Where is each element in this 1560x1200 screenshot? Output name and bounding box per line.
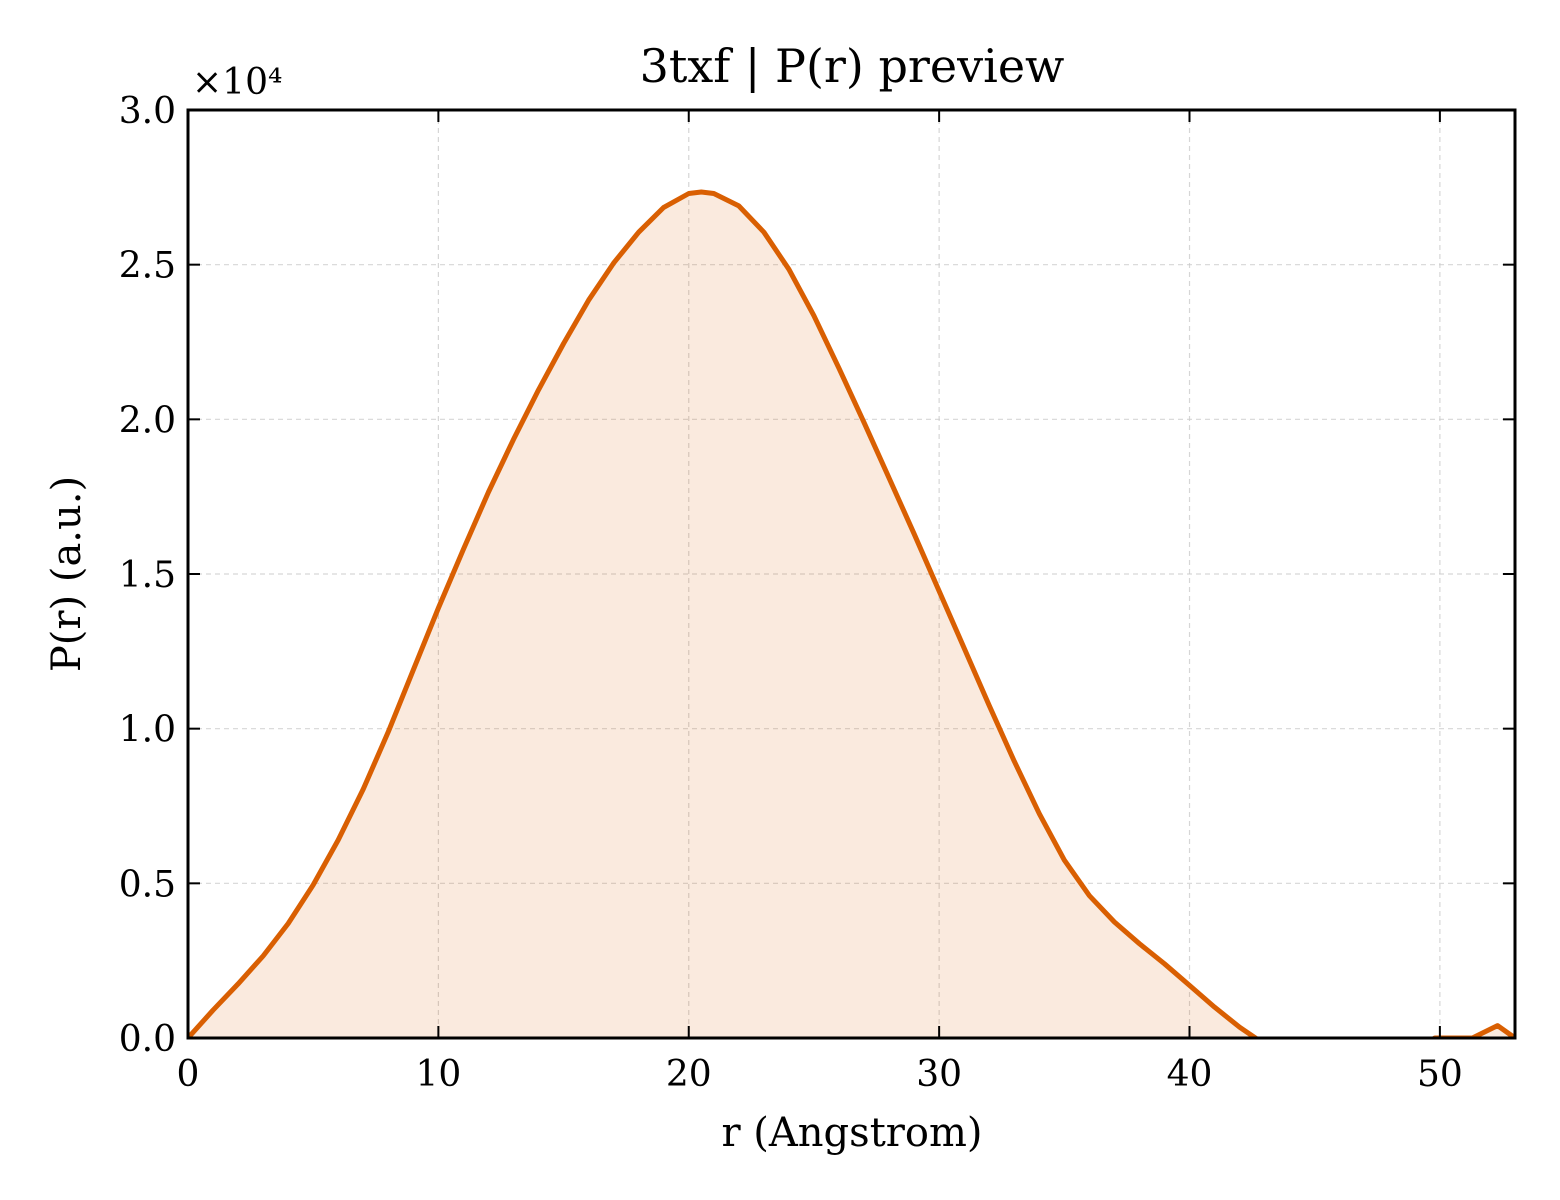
series-area-fill [188, 192, 1515, 1038]
x-tick-label: 50 [1417, 1054, 1463, 1095]
x-tick-label: 0 [177, 1054, 200, 1095]
y-tick-label: 2.5 [119, 246, 176, 287]
y-offset-label: ×10⁴ [192, 62, 282, 103]
x-tick-label: 40 [1167, 1054, 1213, 1095]
y-tick-label: 0.0 [119, 1019, 176, 1060]
x-tick-label: 10 [415, 1054, 461, 1095]
x-axis-label: r (Angstrom) [721, 1110, 982, 1156]
y-tick-label: 0.5 [119, 864, 176, 905]
y-tick-label: 1.0 [119, 710, 176, 751]
grid [188, 110, 1515, 1038]
x-tick-label: 20 [666, 1054, 712, 1095]
y-tick-label: 3.0 [119, 91, 176, 132]
axis-ticks: 0 10 20 30 40 50 0.0 0.5 1.0 1.5 2.0 2.5 3.0 [119, 91, 1515, 1095]
x-tick-label: 30 [916, 1054, 962, 1095]
y-axis-label: P(r) (a.u.) [44, 476, 90, 672]
y-tick-label: 1.5 [119, 555, 176, 596]
chart-title: 3txf | P(r) preview [640, 39, 1065, 93]
series-line [188, 189, 1515, 1038]
y-tick-label: 2.0 [119, 400, 176, 441]
